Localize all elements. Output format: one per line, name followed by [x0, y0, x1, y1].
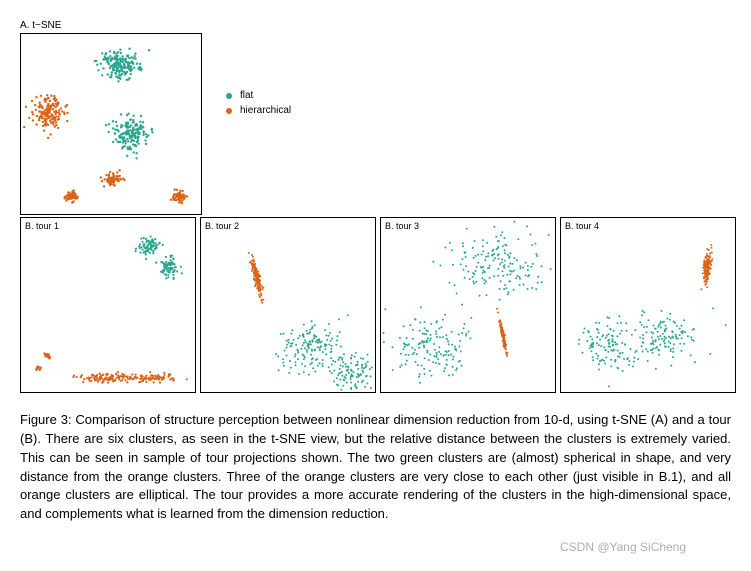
- panel-b-label-2: B. tour 2: [205, 221, 239, 231]
- panel-b-tour3: B. tour 3: [380, 217, 556, 393]
- legend-swatch-flat: [226, 93, 232, 99]
- scatter-plot: [381, 218, 555, 392]
- bottom-row: B. tour 1 B. tour 2 B. tour 3 B. tour 4: [20, 217, 731, 393]
- panel-a-wrapper: A. t−SNE: [20, 20, 202, 215]
- legend-item-hierarchical: hierarchical: [226, 105, 291, 116]
- legend-swatch-hierarchical: [226, 108, 232, 114]
- scatter-plot: [21, 218, 195, 392]
- watermark: CSDN @Yang SiCheng: [560, 540, 686, 554]
- legend-label-flat: flat: [240, 90, 253, 101]
- scatter-plot: [201, 218, 375, 392]
- scatter-plot: [561, 218, 735, 392]
- panel-b-tour4: B. tour 4: [560, 217, 736, 393]
- panel-b-label-4: B. tour 4: [565, 221, 599, 231]
- panel-b-label-1: B. tour 1: [25, 221, 59, 231]
- legend-label-hierarchical: hierarchical: [240, 105, 291, 116]
- panel-a-label: A. t−SNE: [20, 20, 202, 31]
- panel-b-label-3: B. tour 3: [385, 221, 419, 231]
- legend: flat hierarchical: [226, 90, 291, 120]
- top-row: A. t−SNE flat hierarchical: [20, 20, 731, 215]
- legend-item-flat: flat: [226, 90, 291, 101]
- panel-a: [20, 33, 202, 215]
- panel-b-tour1: B. tour 1: [20, 217, 196, 393]
- panel-b-tour2: B. tour 2: [200, 217, 376, 393]
- figure-caption: Figure 3: Comparison of structure percep…: [20, 411, 731, 524]
- figure-container: A. t−SNE flat hierarchical B. tour 1 B. …: [20, 20, 731, 524]
- scatter-plot: [21, 34, 201, 214]
